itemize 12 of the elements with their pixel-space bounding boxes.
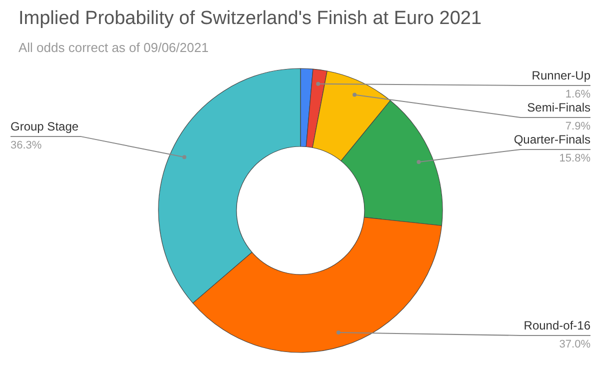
data-label: 15.8% (559, 152, 591, 164)
chart-subtitle: All odds correct as of 09/06/2021 (18, 40, 209, 55)
slice-label: Runner-Up (532, 68, 591, 82)
slice-label: Round-of-16 (524, 318, 591, 332)
data-label: 36.3% (10, 139, 42, 152)
data-label: 1.6% (565, 88, 591, 100)
chart-title: Implied Probability of Switzerland's Finish at Euro 2021 (18, 8, 482, 29)
slice-label: Semi-Finals (527, 100, 591, 114)
data-label: 37.0% (559, 338, 591, 350)
slice-label: Quarter-Finals (514, 132, 590, 146)
slice-label: Group Stage (10, 119, 79, 134)
data-label: 7.9% (565, 120, 591, 132)
